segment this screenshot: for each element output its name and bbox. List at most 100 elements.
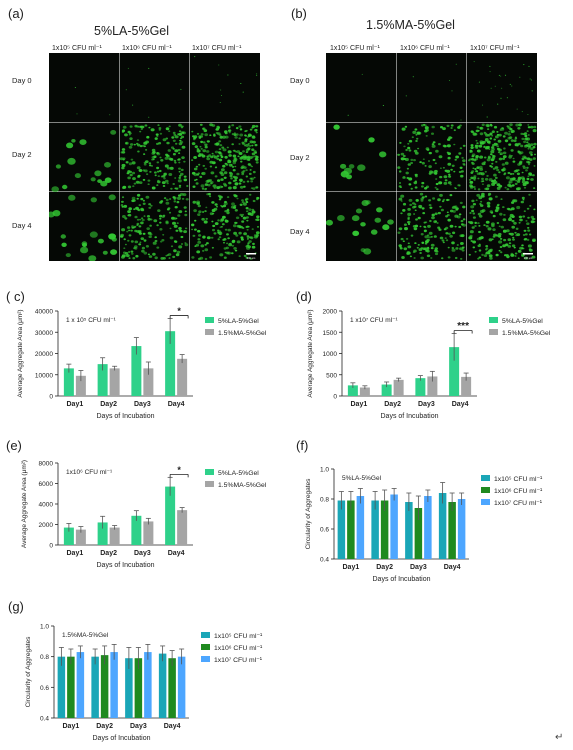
colony-dot [94, 170, 102, 177]
colony-dot [173, 133, 177, 136]
colony-dot [445, 232, 449, 235]
panel-b-row-3: Day 4 [290, 227, 310, 236]
colony-dot [157, 124, 160, 126]
colony-dot [213, 134, 216, 137]
colony-dot [219, 135, 223, 139]
colony-dot [480, 204, 484, 207]
colony-dot [474, 250, 477, 253]
x-tick-label: Day1 [63, 723, 80, 730]
colony-dot [206, 193, 210, 196]
y-tick-label: 1500 [323, 330, 338, 337]
colony-dot [412, 206, 416, 209]
colony-dot [480, 200, 483, 203]
colony-dot [517, 142, 521, 146]
panel-d-letter: (d) [296, 289, 312, 304]
colony-dot [519, 152, 522, 155]
colony-dot [52, 210, 61, 217]
colony-dot [208, 154, 212, 157]
colony-dot [197, 238, 201, 241]
colony-dot [407, 221, 410, 224]
colony-dot [197, 204, 201, 208]
colony-dot [204, 243, 207, 246]
colony-dot [527, 227, 530, 229]
panel-b-image-grid: 100 μm [325, 53, 537, 261]
colony-dot [440, 126, 443, 129]
colony-dot [426, 238, 430, 242]
colony-dot [532, 218, 536, 220]
colony-dot [220, 226, 223, 228]
colony-dot [224, 251, 227, 254]
colony-dot [157, 175, 160, 177]
colony-dot [231, 124, 235, 127]
colony-dot [486, 158, 491, 162]
colony-dot [523, 237, 528, 241]
colony-dot [181, 131, 185, 134]
colony-dot [472, 185, 476, 189]
colony-dot [477, 244, 481, 248]
colony-dot [147, 183, 150, 185]
colony-dot [476, 144, 480, 148]
colony-dot [501, 163, 505, 166]
colony-dot [522, 198, 525, 201]
colony-dot [233, 247, 237, 250]
colony-dot [136, 197, 139, 200]
colony-dot [485, 146, 489, 149]
colony-dot [223, 256, 227, 259]
colony-dot [154, 171, 157, 174]
colony-dot [443, 175, 448, 179]
colony-dot [142, 178, 146, 181]
colony-dot [100, 180, 108, 187]
colony-dot [472, 167, 475, 170]
colony-dot [493, 179, 497, 182]
colony-dot [234, 182, 239, 186]
colony-dot [473, 175, 477, 178]
colony-dot [166, 166, 171, 170]
colony-dot [243, 156, 247, 159]
micrograph-a-r1-c2 [119, 53, 190, 122]
colony-dot [196, 149, 201, 153]
colony-dot [184, 213, 188, 217]
colony-dot [162, 174, 166, 178]
colony-dot [166, 182, 169, 185]
colony-dot [527, 175, 530, 177]
colony-dot [200, 148, 203, 150]
colony-dot [137, 143, 141, 147]
colony-dot [124, 243, 127, 246]
colony-dot [136, 218, 140, 221]
colony-dot [177, 196, 181, 200]
colony-dot [215, 166, 218, 169]
colony-dot [177, 158, 180, 161]
colony-dot [343, 167, 353, 175]
colony-dot [521, 180, 526, 184]
colony-dot [523, 64, 525, 66]
colony-dot [136, 166, 141, 170]
y-tick-label: 2000 [323, 309, 338, 316]
scale-bar [246, 253, 256, 255]
y-tick-label: 1.0 [320, 467, 329, 474]
colony-dot [437, 198, 441, 202]
colony-dot [509, 83, 511, 85]
colony-dot [519, 76, 521, 78]
colony-dot [528, 233, 532, 236]
colony-dot [430, 257, 433, 259]
legend-swatch [201, 656, 210, 662]
colony-dot [132, 257, 136, 260]
colony-dot [184, 210, 187, 213]
colony-dot [137, 150, 140, 153]
colony-dot [496, 168, 500, 172]
colony-dot [176, 222, 179, 225]
colony-dot [246, 244, 250, 247]
colony-dot [444, 179, 448, 182]
colony-dot [176, 250, 181, 254]
colony-dot [236, 150, 241, 154]
colony-dot [400, 152, 405, 156]
colony-dot [206, 236, 211, 240]
colony-dot [150, 204, 153, 207]
legend-swatch [201, 644, 210, 650]
colony-dot [491, 222, 495, 226]
colony-dot [469, 149, 473, 153]
legend-swatch [481, 487, 490, 493]
micrograph-a-r2-c3 [190, 122, 260, 192]
colony-dot [123, 247, 126, 249]
colony-dot [506, 125, 509, 128]
